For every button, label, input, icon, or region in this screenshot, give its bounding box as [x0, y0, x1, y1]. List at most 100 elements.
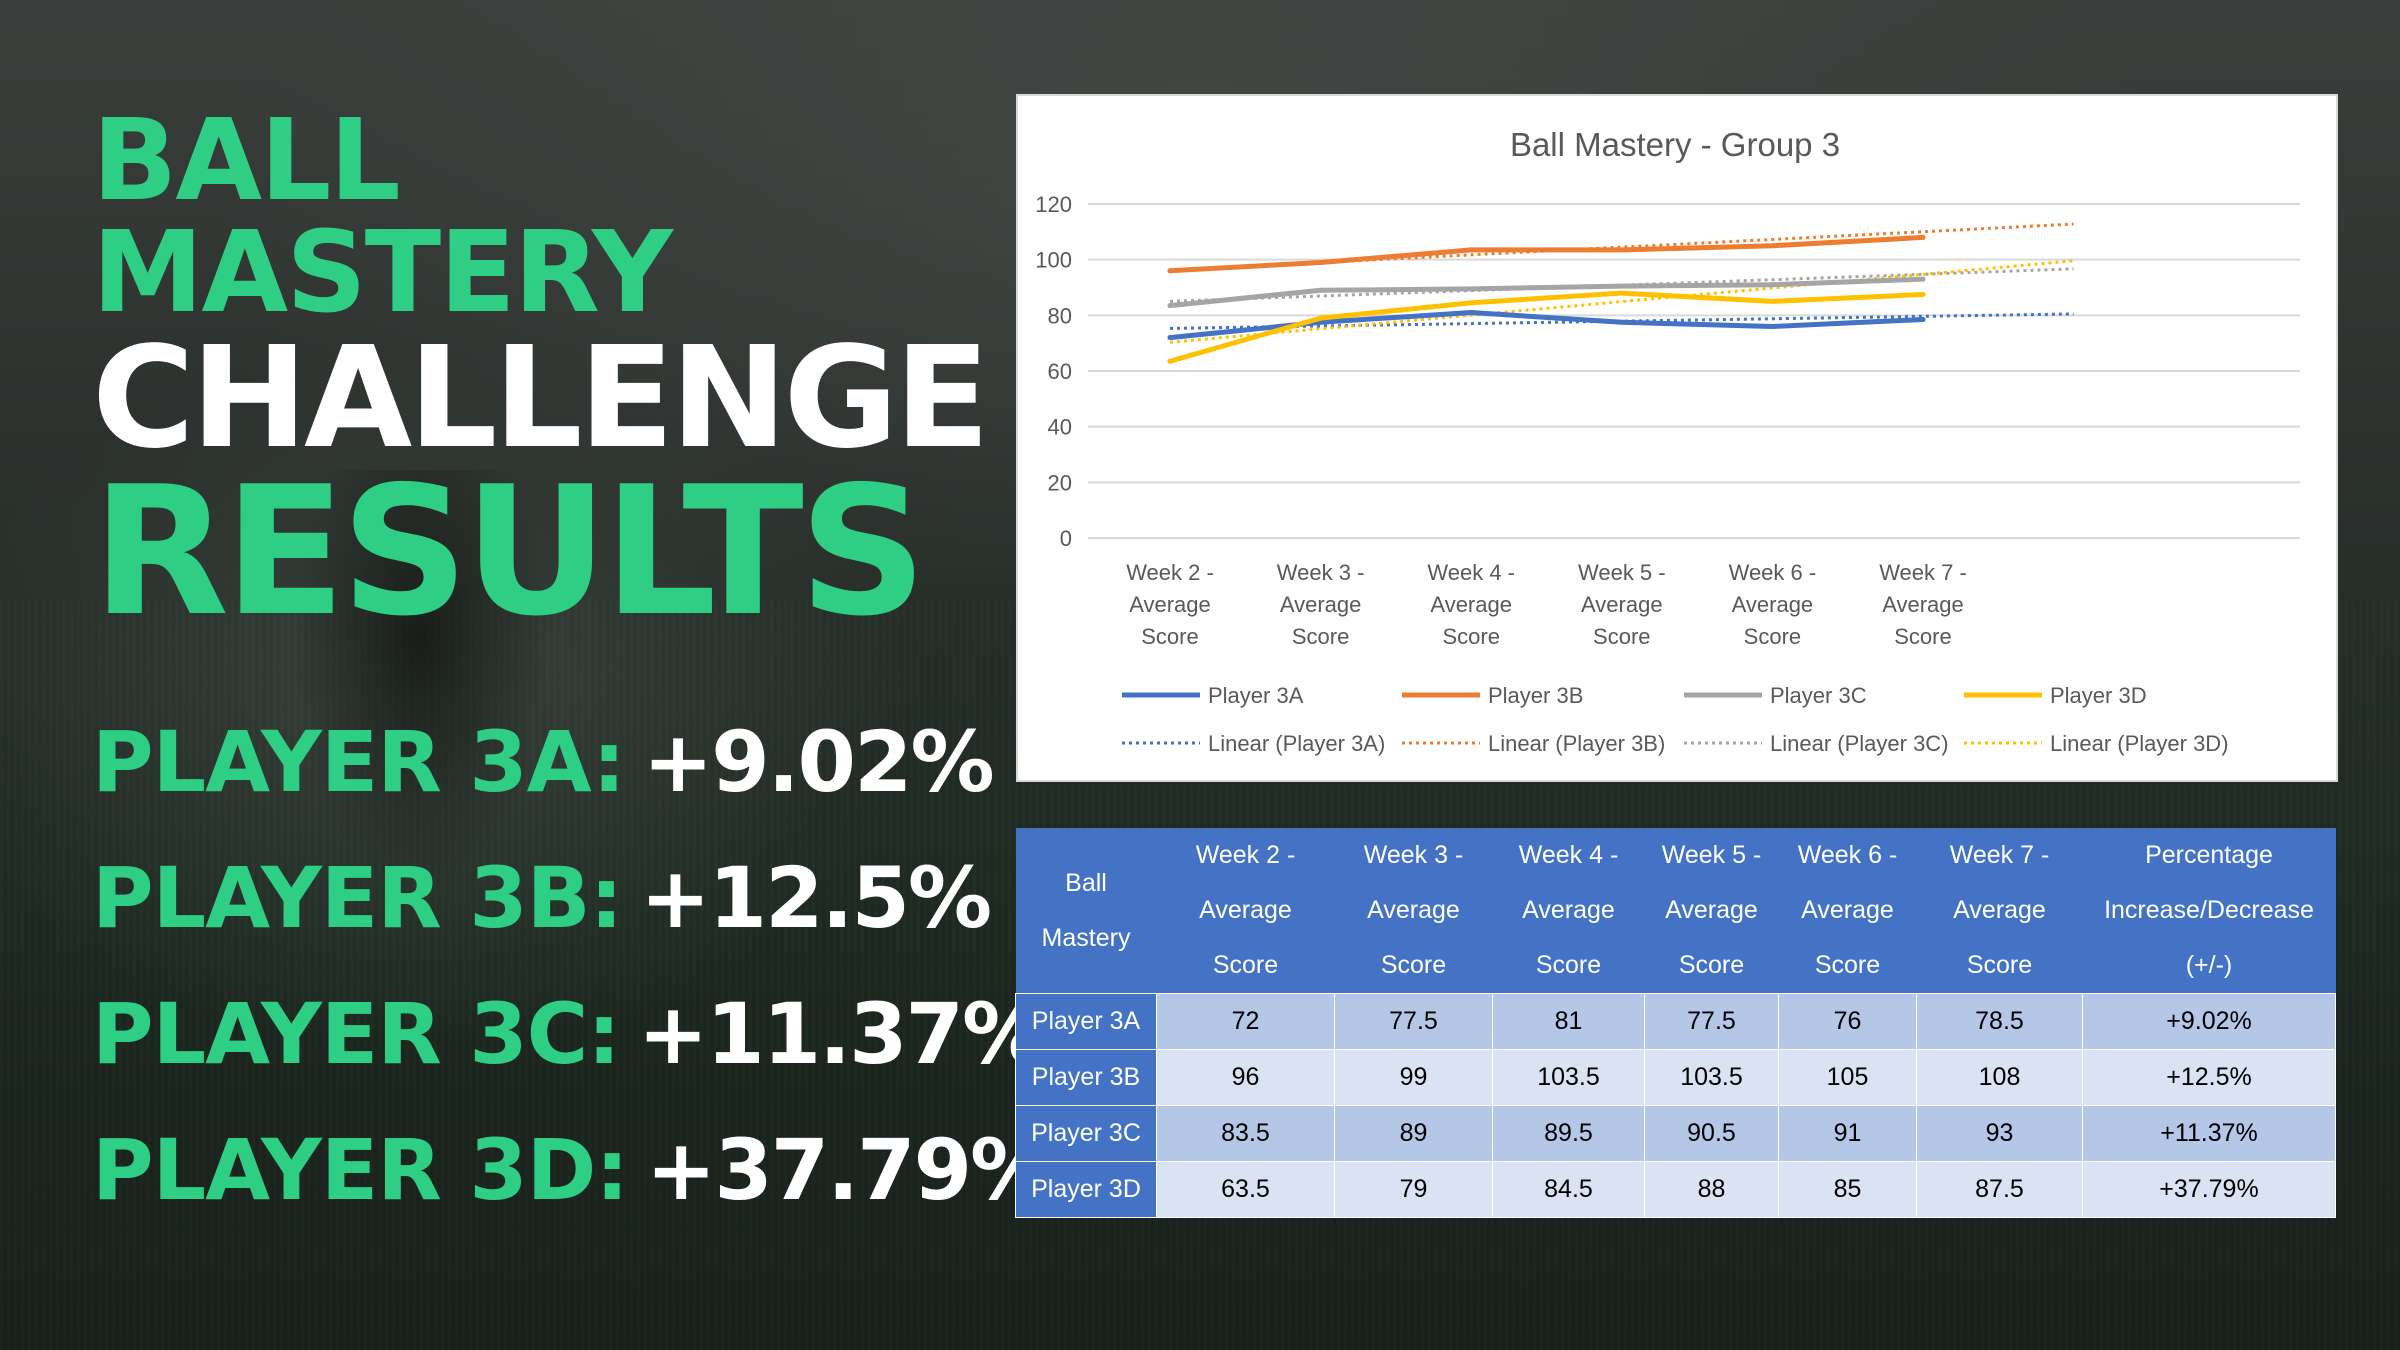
table-header-cell: Ball Mastery — [1015, 828, 1157, 994]
result-percentage: +12.5% — [640, 849, 992, 947]
table-cell: 76 — [1778, 993, 1917, 1050]
legend-label: Linear (Player 3A) — [1208, 731, 1385, 756]
data-point — [1920, 276, 1926, 282]
table-row: Player 3D 63.5 79 84.5 88 85 87.5 +37.79… — [1015, 1161, 2336, 1218]
table-row-header: Player 3B — [1015, 1049, 1157, 1106]
result-player-label: PLAYER 3C: — [92, 985, 621, 1083]
scores-table: Ball Mastery Week 2 - Average Score Week 3 … — [1015, 828, 2336, 1218]
result-row: PLAYER 3D: +37.79% — [92, 1120, 1054, 1256]
table-header-cell: Percentage Increase/Decrease (+/-) — [2082, 828, 2336, 994]
data-point — [1619, 283, 1625, 289]
x-tick-label: Week 7 - — [1879, 560, 1967, 585]
result-percentage: +37.79% — [645, 1121, 1054, 1219]
player-silhouette — [290, 470, 550, 890]
y-tick-label: 20 — [1048, 470, 1072, 495]
x-tick-label: Average — [1129, 592, 1211, 617]
data-point — [1920, 317, 1926, 323]
table-header-cell: Week 7 - Average Score — [1916, 828, 2083, 994]
table-cell: 87.5 — [1916, 1161, 2083, 1218]
table-cell: 93 — [1916, 1105, 2083, 1162]
table-cell: 79 — [1334, 1161, 1493, 1218]
legend-label: Player 3A — [1208, 683, 1304, 708]
table-cell: 96 — [1156, 1049, 1335, 1106]
data-point — [1619, 247, 1625, 253]
result-percentage: +9.02% — [642, 713, 995, 811]
table-cell: 91 — [1778, 1105, 1917, 1162]
x-tick-label: Average — [1732, 592, 1814, 617]
data-point — [1769, 323, 1775, 329]
series-line — [1167, 290, 1926, 364]
table-header-cell: Week 6 - Average Score — [1778, 828, 1917, 994]
table-row: Player 3B 96 99 103.5 103.5 105 108 +12.… — [1015, 1049, 2336, 1106]
x-tick-label: Score — [1442, 624, 1499, 649]
data-point — [1318, 259, 1324, 265]
legend-label: Player 3B — [1488, 683, 1583, 708]
legend-label: Player 3C — [1770, 683, 1867, 708]
x-tick-label: Week 5 - — [1578, 560, 1666, 585]
data-point — [1468, 247, 1474, 253]
headline-line-2: CHALLENGE — [92, 317, 990, 480]
data-point — [1318, 287, 1324, 293]
table-cell: 89.5 — [1492, 1105, 1645, 1162]
data-point — [1468, 286, 1474, 292]
data-point — [1769, 298, 1775, 304]
data-point — [1920, 234, 1926, 240]
x-tick-label: Average — [1280, 592, 1362, 617]
table-cell: 63.5 — [1156, 1161, 1335, 1218]
result-row: PLAYER 3C: +11.37% — [92, 984, 1046, 1120]
series-line — [1167, 234, 1926, 274]
results-list: PLAYER 3A: +9.02% PLAYER 3B: +12.5% PLAYER… — [92, 712, 1054, 1256]
headline-line-3: RESULTS — [92, 448, 927, 655]
table-cell: 105 — [1778, 1049, 1917, 1106]
data-point — [1167, 268, 1173, 274]
line-chart-panel: Ball Mastery - Group 3 0 20 40 60 80 100 120 We… — [1016, 94, 2338, 782]
data-point — [1468, 300, 1474, 306]
data-point — [1619, 319, 1625, 325]
table-cell: 84.5 — [1492, 1161, 1645, 1218]
data-point — [1167, 335, 1173, 341]
table-row: Player 3A 72 77.5 81 77.5 76 78.5 +9.02% — [1015, 993, 2336, 1050]
result-row: PLAYER 3B: +12.5% — [92, 848, 1012, 984]
table-cell: 108 — [1916, 1049, 2083, 1106]
data-point — [1167, 358, 1173, 364]
table-cell: 99 — [1334, 1049, 1493, 1106]
x-tick-label: Score — [1141, 624, 1198, 649]
table-header-cell: Week 3 - Average Score — [1334, 828, 1493, 994]
x-tick-label: Average — [1882, 592, 1964, 617]
x-tick-label: Week 3 - — [1277, 560, 1365, 585]
legend-label: Linear (Player 3C) — [1770, 731, 1949, 756]
legend-label: Linear (Player 3B) — [1488, 731, 1665, 756]
chart-title: Ball Mastery - Group 3 — [1510, 126, 1840, 163]
table-row: Player 3C 83.5 89 89.5 90.5 91 93 +11.37… — [1015, 1105, 2336, 1162]
table-header-row: Ball Mastery Week 2 - Average Score Week 3 … — [1015, 828, 2336, 994]
series-line — [1167, 276, 1926, 309]
line-chart: Ball Mastery - Group 3 0 20 40 60 80 100 120 We… — [1035, 126, 2300, 756]
x-tick-label: Score — [1894, 624, 1951, 649]
trendline — [1169, 259, 2074, 344]
x-tick-label: Average — [1430, 592, 1512, 617]
table-header-cell: Week 2 - Average Score — [1156, 828, 1335, 994]
table-cell: 77.5 — [1644, 993, 1779, 1050]
data-point — [1619, 290, 1625, 296]
table-cell: 103.5 — [1492, 1049, 1645, 1106]
table-cell: +37.79% — [2082, 1161, 2336, 1218]
table-cell: +11.37% — [2082, 1105, 2336, 1162]
table-header-cell: Week 5 - Average Score — [1644, 828, 1779, 994]
table-cell: 81 — [1492, 993, 1645, 1050]
x-tick-label: Week 6 - — [1729, 560, 1817, 585]
data-point — [1468, 310, 1474, 316]
x-tick-label: Average — [1581, 592, 1663, 617]
table-row-header: Player 3D — [1015, 1161, 1157, 1218]
table-cell: 72 — [1156, 993, 1335, 1050]
result-player-label: PLAYER 3B: — [92, 849, 623, 947]
table-header-cell: Week 4 - Average Score — [1492, 828, 1645, 994]
legend-label: Player 3D — [2050, 683, 2147, 708]
x-tick-label: Week 4 - — [1427, 560, 1515, 585]
y-tick-label: 80 — [1048, 303, 1072, 328]
table-cell: +9.02% — [2082, 993, 2336, 1050]
headline: BALL MASTERY CHALLENGE RESULTS — [92, 105, 992, 641]
headline-line-1: BALL MASTERY — [92, 96, 673, 338]
y-tick-label: 60 — [1048, 359, 1072, 384]
table-cell: 85 — [1778, 1161, 1917, 1218]
table-cell: 88 — [1644, 1161, 1779, 1218]
